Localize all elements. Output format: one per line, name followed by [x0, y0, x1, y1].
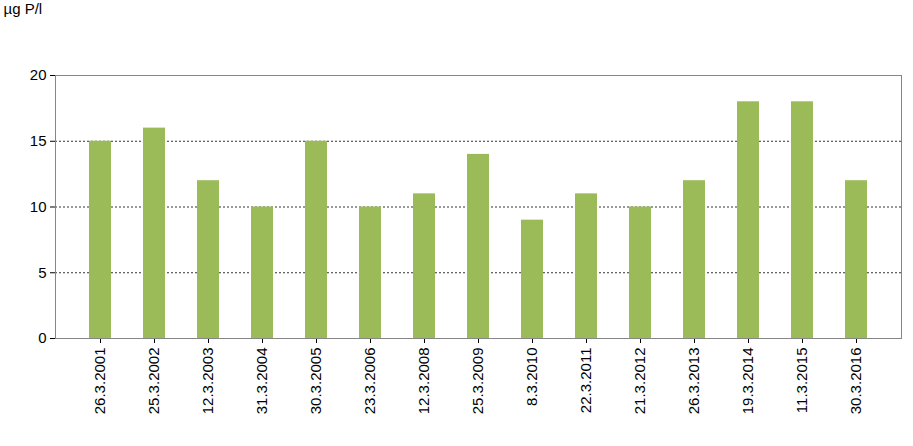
svg-text:21.3.2012: 21.3.2012: [631, 348, 648, 415]
svg-text:15: 15: [30, 132, 47, 149]
svg-text:µg P/l: µg P/l: [4, 0, 43, 17]
svg-text:10: 10: [30, 198, 47, 215]
svg-text:31.3.2004: 31.3.2004: [253, 348, 270, 415]
svg-text:0: 0: [38, 329, 46, 346]
svg-text:12.3.2008: 12.3.2008: [415, 348, 432, 415]
svg-text:22.3.2011: 22.3.2011: [577, 348, 594, 414]
svg-text:23.3.2006: 23.3.2006: [361, 348, 378, 415]
svg-text:25.3.2002: 25.3.2002: [145, 348, 162, 415]
svg-text:12.3.2003: 12.3.2003: [199, 348, 216, 415]
svg-text:5: 5: [38, 264, 46, 281]
svg-text:30.3.2005: 30.3.2005: [307, 348, 324, 415]
svg-text:30.3.2016: 30.3.2016: [847, 348, 864, 415]
svg-text:25.3.2009: 25.3.2009: [469, 348, 486, 415]
svg-text:26.3.2013: 26.3.2013: [685, 348, 702, 415]
svg-text:11.3.2015: 11.3.2015: [793, 348, 810, 414]
svg-text:20: 20: [30, 66, 47, 83]
svg-text:19.3.2014: 19.3.2014: [739, 348, 756, 415]
svg-text:26.3.2001: 26.3.2001: [91, 348, 108, 415]
svg-text:8.3.2010: 8.3.2010: [523, 348, 540, 406]
